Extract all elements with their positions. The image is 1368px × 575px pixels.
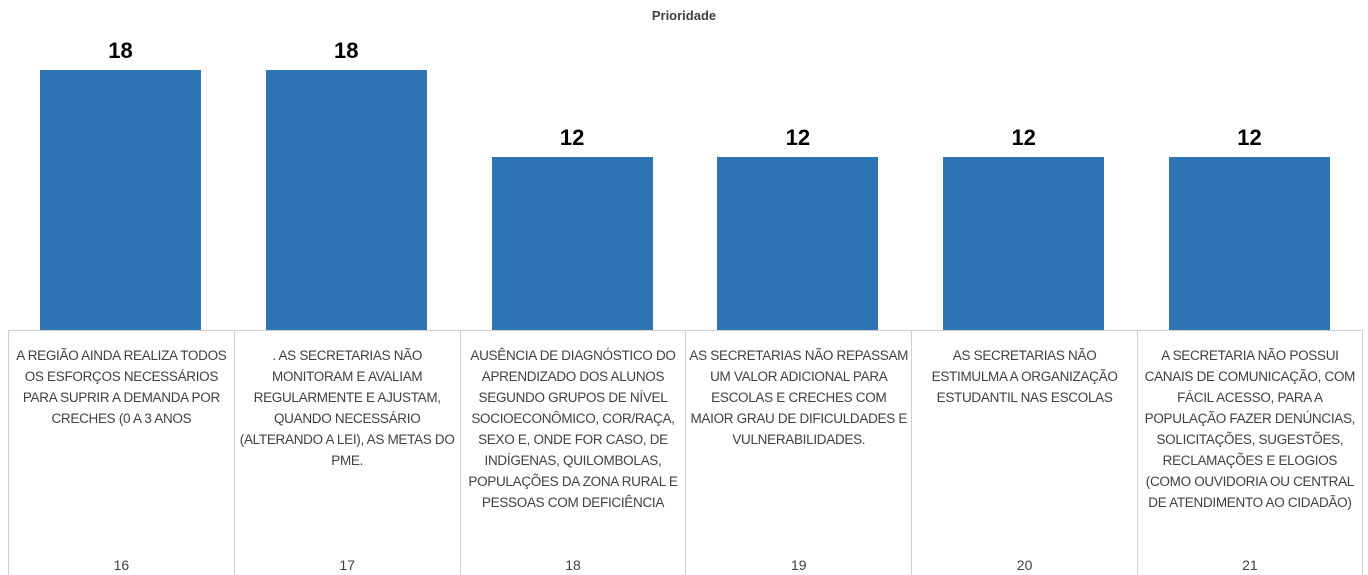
data-label: 18	[334, 38, 359, 63]
x-tick-label: AS SECRETARIAS NÃO REPASSAM UM VALOR ADI…	[689, 348, 909, 447]
bar	[943, 156, 1105, 330]
category-cell: AUSÊNCIA DE DIAGNÓSTICO DO APRENDIZADO D…	[459, 331, 686, 575]
category-cell: A SECRETARIA NÃO POSSUI CANAIS DE COMUNI…	[1137, 331, 1363, 575]
bar	[265, 70, 427, 330]
x-tick-label: A REGIÃO AINDA REALIZA TODOS OS ESFORÇOS…	[16, 348, 227, 426]
category-cell: AS SECRETARIAS NÃO REPASSAM UM VALOR ADI…	[685, 331, 911, 575]
category-cell: AS SECRETARIAS NÃO ESTIMULMA A ORGANIZAÇ…	[911, 331, 1137, 575]
category-cell: A REGIÃO AINDA REALIZA TODOS OS ESFORÇOS…	[8, 331, 234, 575]
category-number: 20	[1016, 557, 1033, 573]
category-number: 17	[339, 557, 355, 573]
bar	[491, 156, 653, 330]
bar	[1169, 156, 1330, 330]
bar	[40, 70, 201, 330]
data-label: 12	[1011, 124, 1036, 150]
x-tick-label: AUSÊNCIA DE DIAGNÓSTICO DO APRENDIZADO D…	[468, 348, 678, 510]
category-cell: . AS SECRETARIAS NÃO MONITORAM E AVALIAM…	[233, 331, 460, 575]
category-number: 16	[113, 557, 130, 573]
category-number: 19	[791, 557, 807, 573]
data-label: 12	[559, 124, 585, 150]
data-label: 12	[785, 124, 811, 150]
x-tick-label: . AS SECRETARIAS NÃO MONITORAM E AVALIAM…	[239, 348, 455, 468]
x-tick-label: A SECRETARIA NÃO POSSUI CANAIS DE COMUNI…	[1144, 348, 1356, 510]
category-number: 18	[565, 557, 581, 573]
chart-title: Prioridade	[651, 8, 717, 23]
data-label: 18	[108, 38, 133, 63]
data-label: 12	[1237, 124, 1262, 150]
bar	[717, 156, 879, 330]
baseline	[8, 330, 1363, 331]
x-tick-label: AS SECRETARIAS NÃO ESTIMULMA A ORGANIZAÇ…	[931, 348, 1118, 405]
category-number: 21	[1242, 557, 1258, 573]
